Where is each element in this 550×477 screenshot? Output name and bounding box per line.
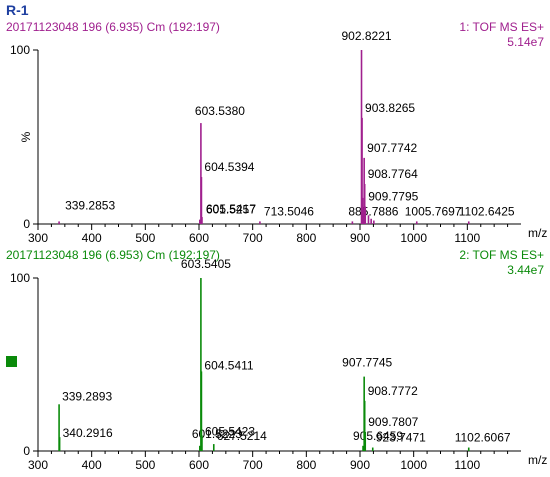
peak-label: 903.8265 [365, 101, 415, 115]
y-axis-label: % [19, 131, 33, 142]
peak-label: 885.7886 [348, 204, 398, 218]
x-tick-label: 400 [82, 231, 102, 245]
y-tick-label: 100 [10, 271, 30, 285]
panel-header-right: 1: TOF MS ES+ [459, 20, 544, 34]
peak-label: 605.5423 [205, 424, 255, 438]
peak-label: 340.2916 [63, 426, 113, 440]
peak-label: 1005.7697 [405, 204, 462, 218]
y-tick-label: 0 [23, 444, 30, 458]
panel-header-left: 20171123048 196 (6.953) Cm (192:197) [6, 248, 220, 262]
peak-label: 339.2893 [62, 389, 112, 403]
x-tick-label: 1100 [454, 458, 480, 472]
x-axis-label: m/z [528, 226, 547, 240]
figure-label: R-1 [6, 2, 29, 18]
peak-label: 601.5223 [192, 427, 242, 441]
x-tick-label: 1100 [454, 231, 480, 245]
x-tick-label: 700 [243, 458, 263, 472]
spectrum-panels: 20171123048 196 (6.935) Cm (192:197) 1: T… [6, 20, 547, 472]
panel-intensity: 5.14e7 [507, 35, 544, 49]
x-tick-label: 900 [350, 231, 370, 245]
panel-header-left: 20171123048 196 (6.935) Cm (192:197) [6, 20, 220, 34]
panel-header-right: 2: TOF MS ES+ [459, 248, 544, 262]
peak-label: 909.7807 [368, 415, 418, 429]
x-tick-label: 1000 [400, 458, 427, 472]
x-tick-label: 500 [135, 231, 155, 245]
y-tick-label: 0 [23, 217, 30, 231]
x-tick-label: 900 [350, 458, 370, 472]
x-tick-label: 800 [296, 458, 316, 472]
x-tick-label: 800 [296, 231, 316, 245]
peak-label: 907.7745 [342, 356, 392, 370]
peak-label: 605.5417 [206, 202, 256, 216]
peak-label: 713.5046 [264, 204, 314, 218]
peak-label: 339.2853 [65, 198, 115, 212]
legend-swatch [6, 356, 17, 367]
x-tick-label: 1000 [400, 231, 427, 245]
peak-label: 1102.6425 [459, 204, 515, 218]
peak-label: 908.7772 [368, 384, 418, 398]
peak-label: 601.5257 [206, 203, 256, 217]
peak-label: 907.7742 [367, 141, 417, 155]
x-tick-label: 600 [189, 458, 209, 472]
peak-label: 604.5411 [204, 358, 253, 372]
spectrum-panel-2: 20171123048 196 (6.953) Cm (192:197) 2: T… [6, 248, 547, 472]
peak-label: 902.8221 [342, 29, 392, 43]
panel-intensity: 3.44e7 [507, 263, 544, 277]
y-tick-label: 100 [10, 43, 30, 57]
x-axis-label: m/z [528, 453, 547, 467]
peak-label: 909.7795 [368, 190, 418, 204]
peak-label: 923.7471 [376, 431, 426, 445]
x-tick-label: 300 [28, 458, 48, 472]
x-tick-label: 600 [189, 231, 209, 245]
peak-label: 603.5380 [195, 104, 245, 118]
peak-label: 908.7764 [368, 167, 418, 181]
peak-label: 604.5394 [204, 160, 254, 174]
peak-label: 1102.6067 [455, 431, 511, 445]
peak-label: 603.5405 [181, 257, 231, 271]
x-tick-label: 400 [82, 458, 102, 472]
x-tick-label: 700 [243, 231, 263, 245]
x-tick-label: 300 [28, 231, 48, 245]
x-tick-label: 500 [135, 458, 155, 472]
peak-label: 627.5214 [217, 429, 267, 443]
spectrum-panel-1: 20171123048 196 (6.935) Cm (192:197) 1: T… [6, 20, 547, 245]
